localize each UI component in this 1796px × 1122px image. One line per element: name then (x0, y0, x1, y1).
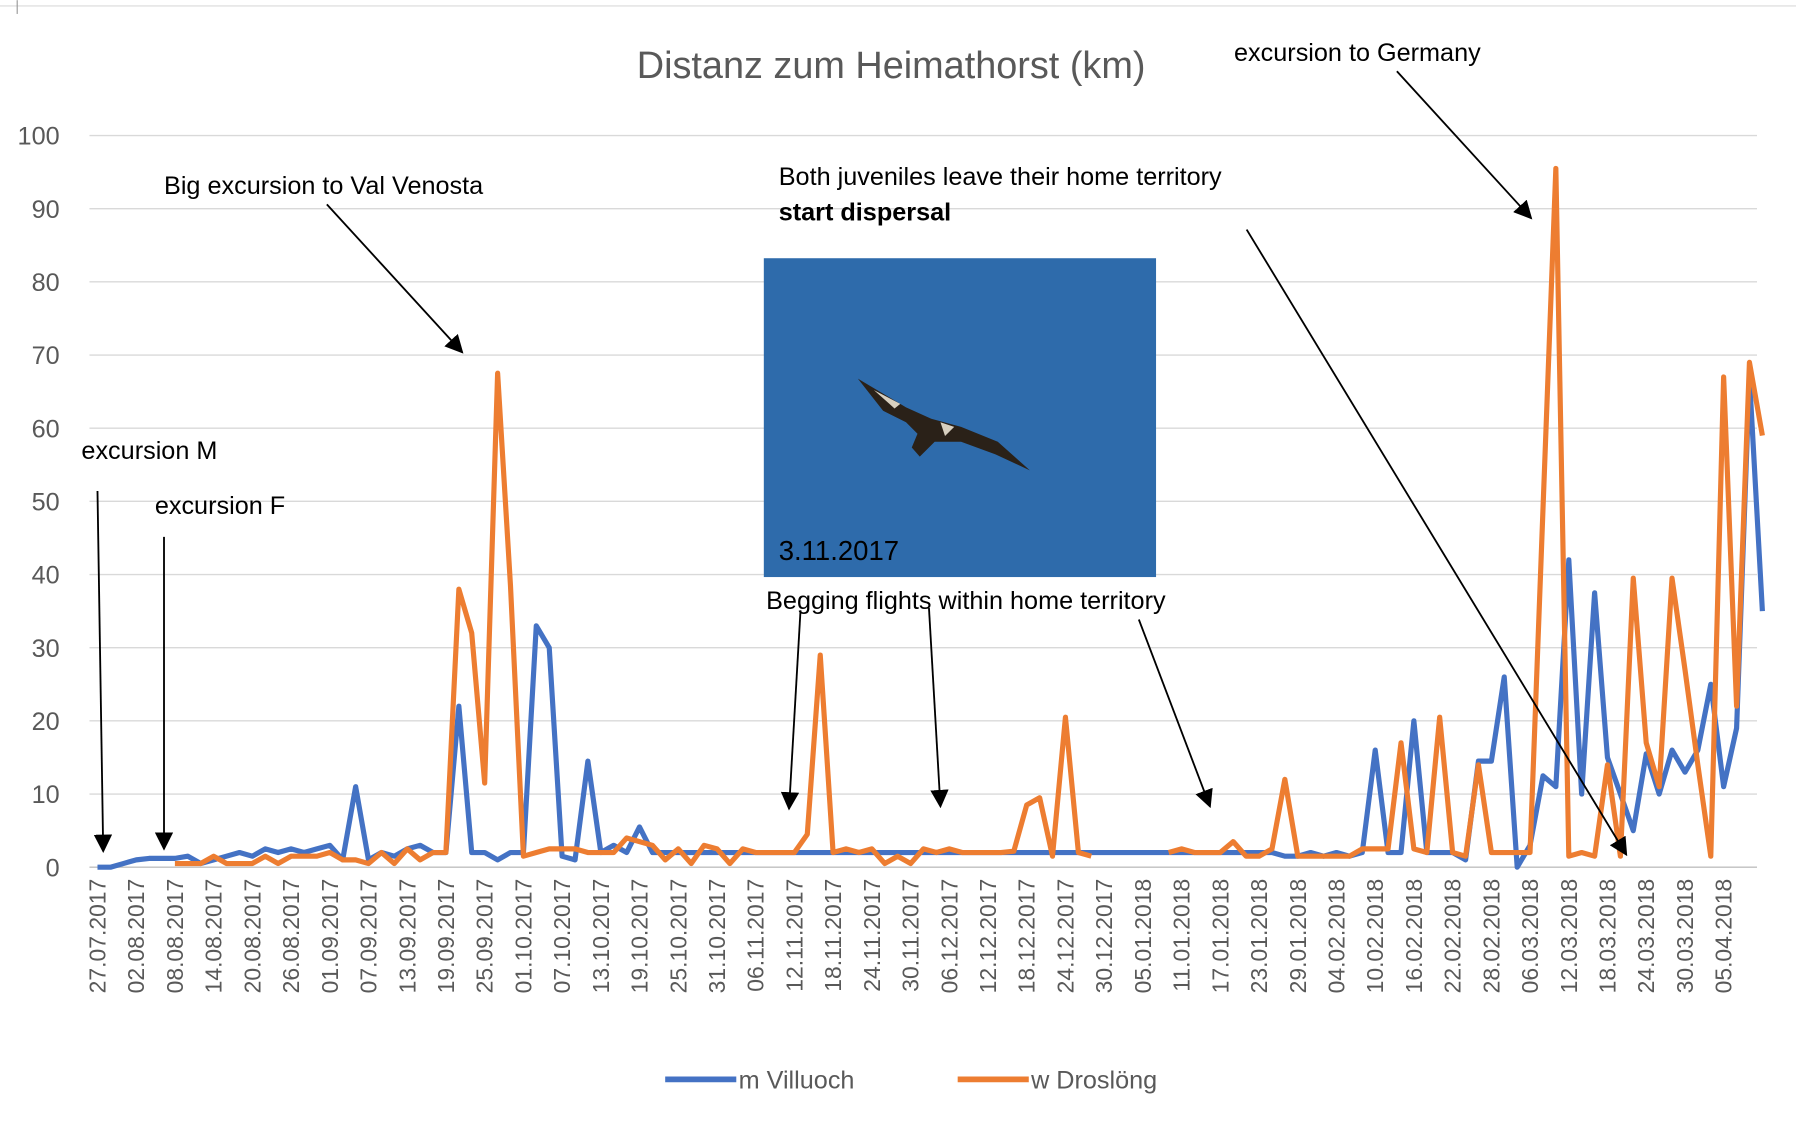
x-tick-label: 12.03.2018 (1556, 879, 1582, 994)
x-tick-label: 31.10.2017 (704, 879, 730, 994)
arrow (93, 491, 113, 853)
x-tick-label: 11.01.2018 (1169, 879, 1195, 992)
photo: 3.11.2017 (763, 258, 1157, 578)
annotation: excursion to Germany (1234, 39, 1481, 67)
x-tick-label: 18.03.2018 (1595, 879, 1621, 994)
arrow (1245, 229, 1628, 857)
annotation: Both juveniles leave their home territor… (779, 163, 1222, 191)
arrow (1137, 619, 1213, 809)
x-tick-label: 30.11.2017 (898, 879, 924, 992)
x-tick-label: 27.07.2017 (85, 879, 111, 994)
x-tick-label: 18.11.2017 (820, 879, 846, 992)
arrow (928, 607, 949, 809)
x-tick-label: 07.09.2017 (356, 879, 382, 994)
x-tick-label: 19.09.2017 (433, 879, 459, 994)
annotation: excursion M (81, 437, 217, 465)
annotation: Begging flights within home territory (766, 587, 1166, 615)
eagle-marks (873, 390, 955, 436)
y-tick-label: 100 (18, 123, 60, 151)
x-tick-label: 17.01.2018 (1207, 879, 1233, 994)
x-tick-label: 20.08.2017 (239, 879, 265, 994)
x-tick-label: 26.08.2017 (278, 879, 304, 994)
arrow (780, 610, 802, 811)
x-tick-label: 13.09.2017 (394, 879, 420, 994)
x-tick-label: 12.12.2017 (975, 879, 1001, 994)
x-tick-label: 05.01.2018 (1130, 879, 1156, 994)
y-tick-label: 80 (32, 269, 60, 297)
x-tick-label: 04.02.2018 (1323, 879, 1349, 994)
x-tick-label: 19.10.2017 (627, 879, 653, 994)
arrow (326, 203, 464, 354)
y-tick-label: 90 (32, 196, 60, 224)
x-tick-label: 29.01.2018 (1285, 879, 1311, 994)
x-axis: 27.07.2017 02.08.2017 08.08.2017 14.08.2017… (85, 879, 1737, 994)
legend-label: w Droslöng (1030, 1067, 1157, 1095)
arrow (1396, 70, 1533, 220)
chart-title: Distanz zum Heimathorst (km) (637, 45, 1146, 87)
y-tick-label: 10 (32, 781, 60, 809)
x-tick-label: 08.08.2017 (162, 879, 188, 994)
y-tick-label: 60 (32, 415, 60, 443)
y-tick-label: 70 (32, 342, 60, 370)
x-tick-label: 24.11.2017 (859, 879, 885, 992)
x-tick-label: 01.09.2017 (317, 879, 343, 994)
x-tick-label: 23.01.2018 (1246, 879, 1272, 994)
legend-label: m Villuoch (739, 1067, 855, 1095)
x-tick-label: 30.12.2017 (1091, 879, 1117, 994)
x-tick-label: 16.02.2018 (1401, 879, 1427, 994)
y-tick-label: 50 (32, 489, 60, 517)
x-tick-label: 12.11.2017 (781, 879, 807, 992)
y-tick-label: 20 (32, 708, 60, 736)
x-tick-label: 07.10.2017 (549, 879, 575, 994)
legend: m Villuoch w Droslöng (665, 1067, 1157, 1095)
x-tick-label: 14.08.2017 (201, 879, 227, 994)
x-tick-label: 30.03.2018 (1672, 879, 1698, 994)
x-tick-label: 24.12.2017 (1052, 879, 1078, 994)
y-tick-label: 40 (32, 562, 60, 590)
x-tick-label: 02.08.2017 (123, 879, 149, 994)
x-tick-label: 25.10.2017 (665, 879, 691, 994)
x-tick-label: 25.09.2017 (472, 879, 498, 994)
x-tick-label: 18.12.2017 (1014, 879, 1040, 994)
grid: 0 10 20 30 40 50 60 70 80 90 100 (18, 123, 1758, 882)
annotation: start dispersal (779, 198, 951, 226)
plot (97, 165, 1765, 870)
x-tick-label: 28.02.2018 (1478, 879, 1504, 994)
x-tick-label: 06.12.2017 (936, 879, 962, 994)
annotations: excursion to Germany Big excursion to Va… (81, 39, 1628, 857)
series-line (174, 165, 1765, 867)
y-tick-label: 30 (32, 635, 60, 663)
x-tick-label: 22.02.2018 (1440, 879, 1466, 994)
x-tick-label: 10.02.2018 (1362, 879, 1388, 994)
annotation: Big excursion to Val Venosta (164, 172, 484, 200)
x-tick-label: 05.04.2018 (1711, 879, 1737, 994)
photo-bg (763, 258, 1157, 578)
y-tick-label: 0 (46, 854, 60, 882)
x-tick-label: 13.10.2017 (588, 879, 614, 994)
photo-caption: 3.11.2017 (779, 535, 899, 566)
x-tick-label: 06.03.2018 (1517, 879, 1543, 994)
x-tick-label: 24.03.2018 (1633, 879, 1659, 994)
x-tick-label: 06.11.2017 (743, 879, 769, 992)
annotation: excursion F (155, 492, 285, 520)
x-tick-label: 01.10.2017 (510, 879, 536, 994)
